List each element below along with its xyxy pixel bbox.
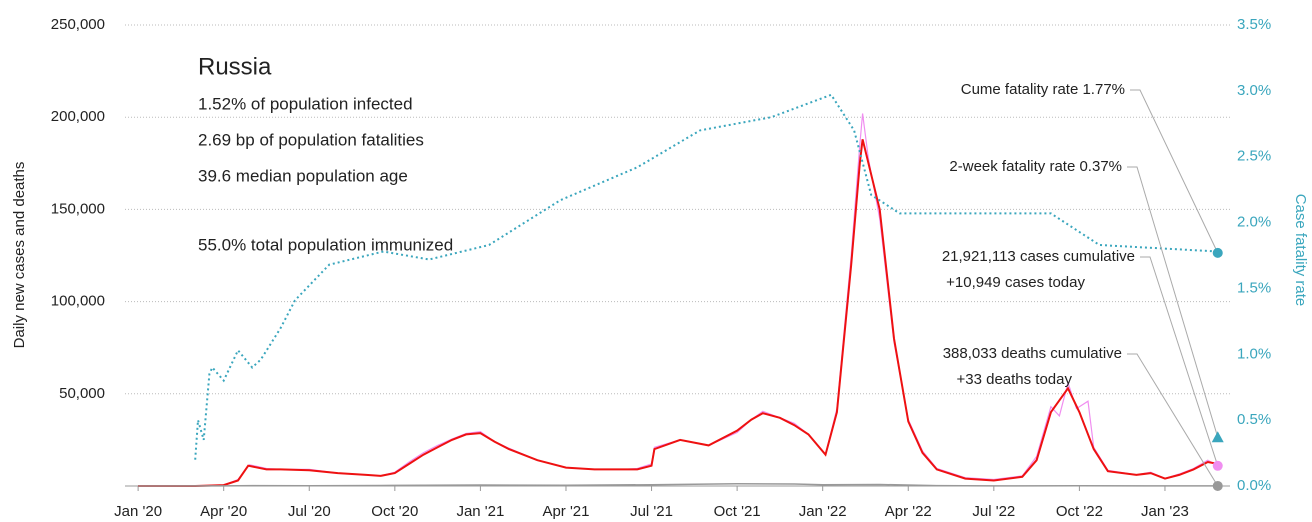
x-tick-label: Jul '20: [288, 503, 331, 520]
y-tick-label: 50,000: [59, 385, 105, 402]
y2-axis-title: Case fatality rate: [1292, 194, 1309, 307]
x-tick-label: Oct '21: [714, 503, 761, 520]
x-tick-label: Apr '20: [200, 503, 247, 520]
x-tick-label: Apr '22: [885, 503, 932, 520]
annotation: 388,033 deaths cumulative: [943, 345, 1122, 362]
x-tick-label: Jan '22: [799, 503, 847, 520]
y-tick-label: 250,000: [51, 16, 105, 33]
annotation: +10,949 cases today: [946, 274, 1085, 291]
info-line: 1.52% of population infected: [198, 94, 413, 113]
x-tick-label: Jan '20: [114, 503, 162, 520]
annotation: 2-week fatality rate 0.37%: [949, 158, 1122, 175]
annotation: Cume fatality rate 1.77%: [961, 81, 1125, 98]
leader-line: [1127, 166, 1219, 438]
y-tick-label: 150,000: [51, 200, 105, 217]
leader-line: [1127, 353, 1219, 487]
x-tick-label: Jan '23: [1141, 503, 1189, 520]
x-tick-label: Oct '22: [1056, 503, 1103, 520]
end-marker: [1211, 431, 1224, 443]
y-tick-label: 200,000: [51, 108, 105, 125]
x-tick-label: Apr '21: [542, 503, 589, 520]
x-tick-label: Jul '21: [630, 503, 673, 520]
end-marker: [1212, 460, 1223, 471]
series-line: [194, 93, 1218, 460]
info-line: 2.69 bp of population fatalities: [198, 130, 424, 149]
info-line: 55.0% total population immunized: [198, 235, 453, 254]
y-tick-label: 100,000: [51, 293, 105, 310]
y2-tick-label: 2.0%: [1237, 214, 1271, 231]
y2-tick-label: 1.5%: [1237, 279, 1271, 296]
y2-tick-label: 2.5%: [1237, 148, 1271, 165]
end-marker: [1212, 247, 1223, 258]
x-tick-label: Oct '20: [371, 503, 418, 520]
y2-tick-label: 3.5%: [1237, 16, 1271, 33]
end-marker: [1212, 480, 1223, 491]
info-title: Russia: [198, 53, 272, 80]
series-line: [138, 483, 1218, 487]
info-line: 39.6 median population age: [198, 166, 408, 185]
annotation: 21,921,113 cases cumulative: [942, 248, 1135, 265]
annotation: +33 deaths today: [956, 371, 1072, 388]
y2-tick-label: 3.0%: [1237, 82, 1271, 99]
leader-line: [1140, 256, 1219, 466]
y2-tick-label: 1.0%: [1237, 345, 1271, 362]
leader-line: [1130, 89, 1219, 254]
y2-tick-label: 0.0%: [1237, 477, 1271, 494]
y2-tick-label: 0.5%: [1237, 411, 1271, 428]
x-tick-label: Jul '22: [972, 503, 1015, 520]
series-line: [138, 139, 1218, 487]
x-tick-label: Jan '21: [456, 503, 504, 520]
y-axis-title: Daily new cases and deaths: [11, 162, 28, 349]
